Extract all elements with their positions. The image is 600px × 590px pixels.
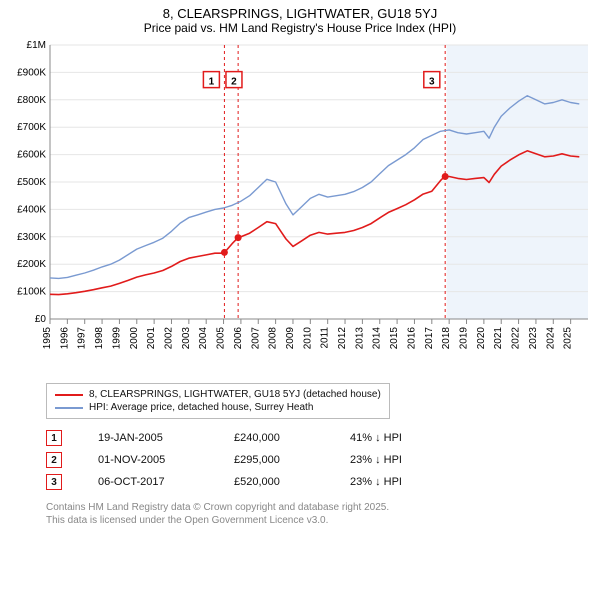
svg-text:2024: 2024 [545,327,556,350]
event-row: 1 19-JAN-2005 £240,000 41% ↓ HPI [46,427,596,449]
price-chart: £0 £100K £200K £300K £400K £500K £600K £700K £80… [4,39,596,379]
svg-text:2009: 2009 [285,327,296,350]
svg-text:2002: 2002 [163,327,174,350]
svg-text:2023: 2023 [528,327,539,350]
svg-text:£200K: £200K [17,259,46,270]
svg-text:2017: 2017 [424,327,435,350]
svg-text:2010: 2010 [302,327,313,350]
svg-text:£600K: £600K [17,150,46,161]
svg-text:1: 1 [209,77,215,88]
event-row: 3 06-OCT-2017 £520,000 23% ↓ HPI [46,471,596,493]
svg-text:2014: 2014 [372,327,383,350]
svg-text:£0: £0 [35,314,47,325]
svg-text:2025: 2025 [563,327,574,350]
svg-text:£100K: £100K [17,287,46,298]
svg-text:2015: 2015 [389,327,400,350]
svg-text:2019: 2019 [459,327,470,350]
svg-text:2018: 2018 [441,327,452,350]
event-diff: 23% ↓ HPI [350,454,402,466]
svg-text:3: 3 [429,77,435,88]
svg-text:2003: 2003 [181,327,192,350]
svg-text:£1M: £1M [27,40,46,51]
svg-text:2021: 2021 [493,327,504,350]
event-table: 1 19-JAN-2005 £240,000 41% ↓ HPI 2 01-NOV-200… [46,427,596,493]
svg-text:£900K: £900K [17,67,46,78]
legend-label: HPI: Average price, detached house, Surr… [89,402,313,413]
credits-line2: This data is licensed under the Open Gov… [46,514,596,527]
event-price: £520,000 [234,476,314,488]
legend-swatch [55,407,83,409]
event-number-box: 2 [46,452,62,468]
legend-label: 8, CLEARSPRINGS, LIGHTWATER, GU18 5YJ (d… [89,389,381,400]
svg-text:2004: 2004 [198,327,209,350]
svg-text:2006: 2006 [233,327,244,350]
event-date: 19-JAN-2005 [98,432,198,444]
event-date: 01-NOV-2005 [98,454,198,466]
event-diff: 23% ↓ HPI [350,476,402,488]
svg-text:1999: 1999 [111,327,122,350]
event-number-box: 1 [46,430,62,446]
svg-text:1997: 1997 [77,327,88,350]
event-diff: 41% ↓ HPI [350,432,402,444]
svg-text:2012: 2012 [337,327,348,350]
svg-text:£700K: £700K [17,122,46,133]
svg-text:1998: 1998 [94,327,105,350]
svg-text:£400K: £400K [17,204,46,215]
credits: Contains HM Land Registry data © Crown c… [46,501,596,527]
svg-text:2005: 2005 [216,327,227,350]
legend: 8, CLEARSPRINGS, LIGHTWATER, GU18 5YJ (d… [46,383,390,419]
legend-swatch [55,394,83,396]
chart-title: 8, CLEARSPRINGS, LIGHTWATER, GU18 5YJ [4,6,596,21]
svg-text:2: 2 [231,77,237,88]
svg-text:2011: 2011 [320,327,331,349]
svg-text:2000: 2000 [129,327,140,350]
svg-text:2020: 2020 [476,327,487,350]
chart-subtitle: Price paid vs. HM Land Registry's House … [4,21,596,35]
svg-text:1995: 1995 [42,327,53,350]
legend-row: HPI: Average price, detached house, Surr… [55,401,381,414]
svg-text:2013: 2013 [354,327,365,350]
svg-text:£500K: £500K [17,177,46,188]
svg-text:1996: 1996 [59,327,70,350]
svg-text:2022: 2022 [511,327,522,350]
svg-text:2008: 2008 [268,327,279,350]
svg-text:2007: 2007 [250,327,261,350]
svg-text:£800K: £800K [17,95,46,106]
svg-text:2001: 2001 [146,327,157,350]
event-price: £295,000 [234,454,314,466]
event-date: 06-OCT-2017 [98,476,198,488]
svg-text:£300K: £300K [17,232,46,243]
credits-line1: Contains HM Land Registry data © Crown c… [46,501,596,514]
event-number-box: 3 [46,474,62,490]
event-price: £240,000 [234,432,314,444]
legend-row: 8, CLEARSPRINGS, LIGHTWATER, GU18 5YJ (d… [55,388,381,401]
event-row: 2 01-NOV-2005 £295,000 23% ↓ HPI [46,449,596,471]
svg-text:2016: 2016 [406,327,417,350]
